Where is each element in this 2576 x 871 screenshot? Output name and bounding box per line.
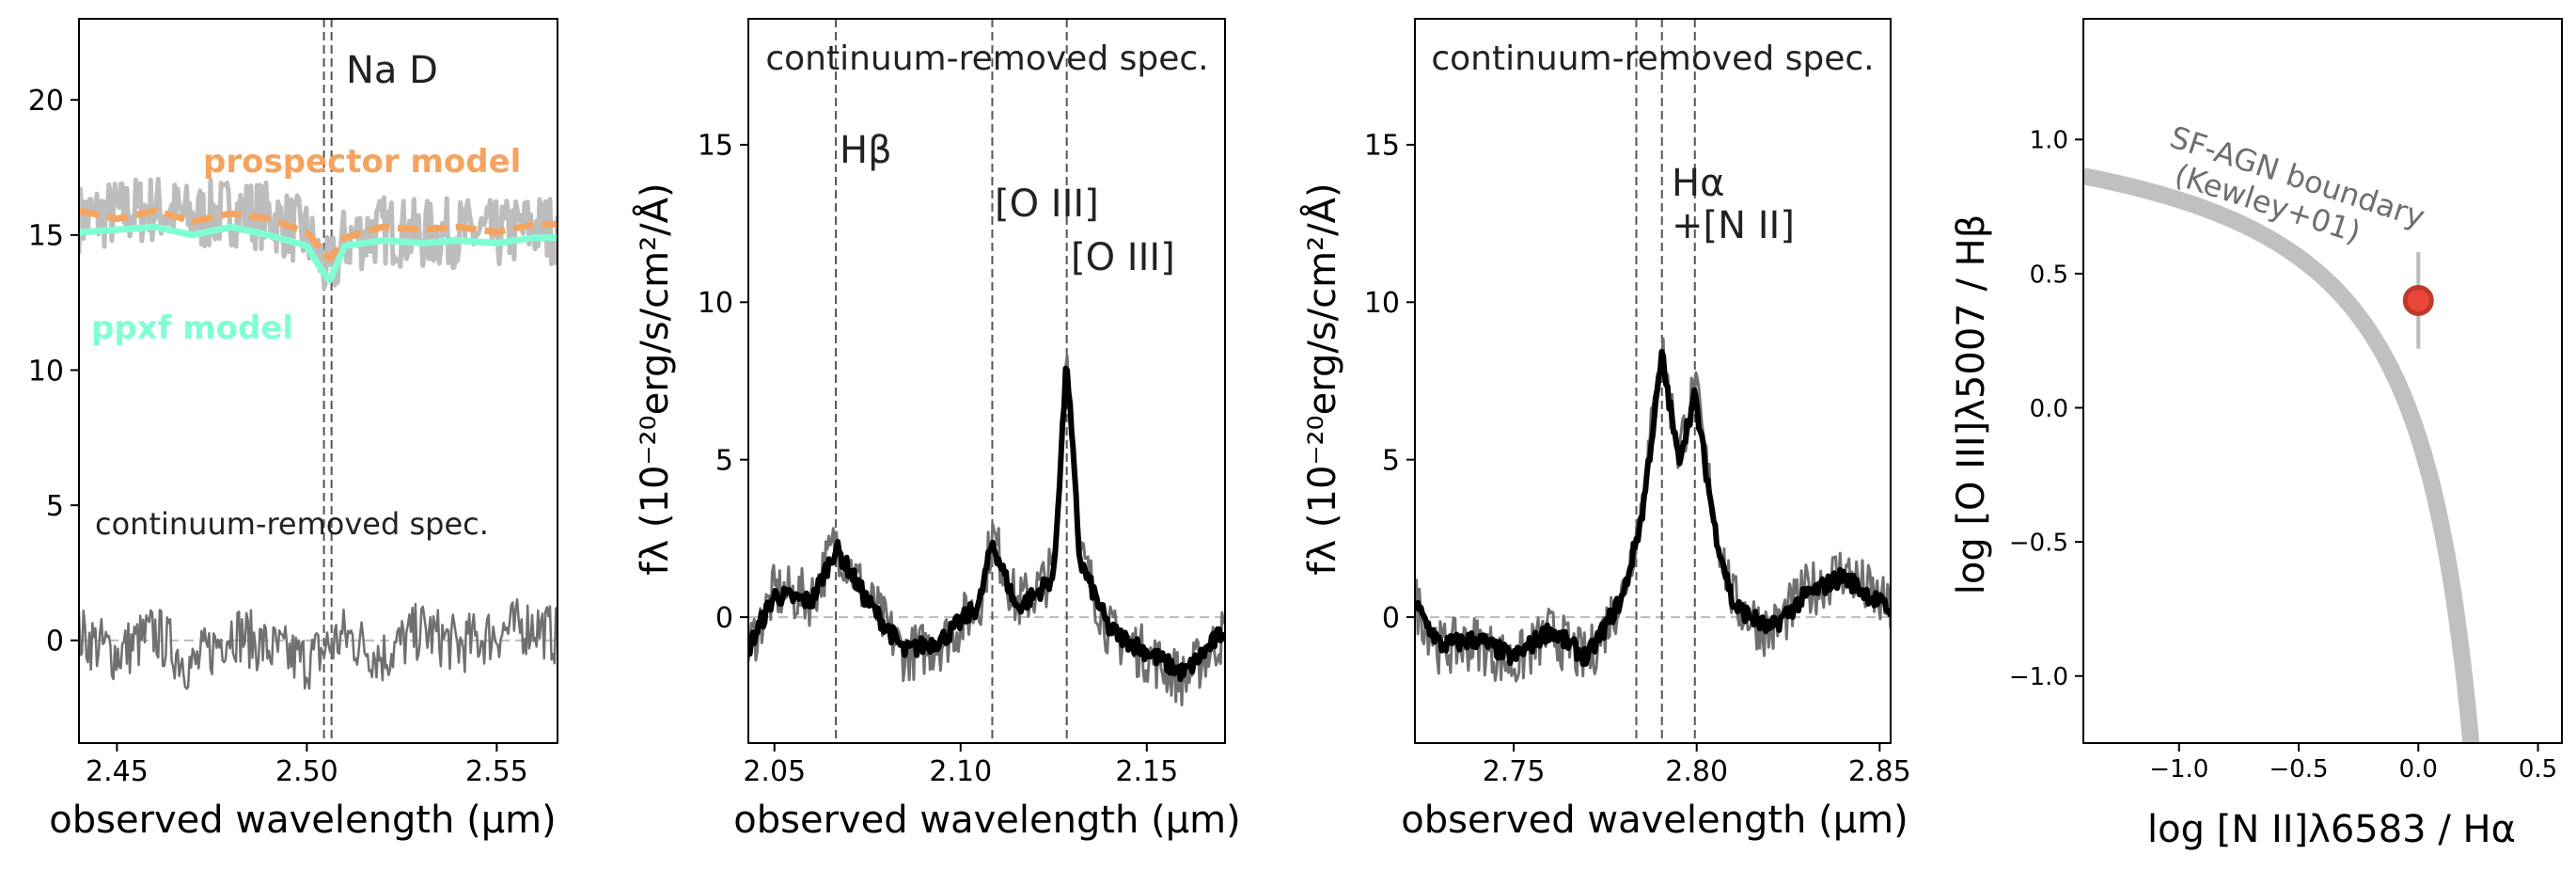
y-tick-label: 20	[28, 85, 64, 118]
y-tick-label: 0.0	[2030, 395, 2068, 423]
x-tick-label: 2.80	[1665, 755, 1728, 788]
y-tick-label: 15	[28, 220, 64, 253]
annotation-label: [O III]	[995, 182, 1099, 226]
sf-agn-boundary-curve	[2083, 167, 2480, 743]
x-tick-label: 2.75	[1483, 755, 1546, 788]
plot-area	[1415, 19, 1891, 743]
observed-spectrum-line	[79, 176, 558, 291]
annotation-label: Na D	[346, 49, 438, 92]
annotation-label: Hβ	[840, 129, 892, 172]
x-tick-label: 2.05	[743, 755, 806, 788]
x-tick-label: 0.0	[2399, 755, 2438, 784]
plot-area	[79, 19, 558, 743]
y-tick-label: −1.0	[2009, 663, 2068, 691]
axes-frame	[2082, 18, 2563, 744]
annotation-label: continuum-removed spec.	[1431, 40, 1874, 78]
axes-frame	[1414, 18, 1892, 744]
smoothed-line	[1415, 349, 1891, 668]
annotation-label: Hα	[1672, 162, 1724, 205]
panel-bpt: −1.0 −0.5 0.0 0.5−1.0−0.50.00.51.0 SF-AGN bo…	[2009, 18, 2563, 784]
smoothed-line	[748, 365, 1225, 683]
x-tick-label: −1.0	[2149, 755, 2208, 784]
x-tick-label: 2.55	[465, 755, 528, 788]
y-tick-label: 10	[698, 287, 733, 320]
y-tick-label: 15	[698, 130, 733, 163]
annotation-label: [O III]	[1071, 236, 1175, 279]
y-tick-label: 0	[46, 626, 64, 658]
panel-hbeta-oiii-xlabel: observed wavelength (μm)	[733, 799, 1241, 842]
panel-hbeta-oiii-ylabel: fλ (10⁻²⁰erg/s/cm²/Å)	[632, 182, 677, 575]
axes-frame	[78, 18, 558, 744]
y-tick-label: −0.5	[2009, 529, 2068, 557]
y-tick-label: 0.5	[2030, 261, 2068, 289]
y-tick-label: 5	[1382, 444, 1400, 477]
annotation-label: ppxf model	[91, 309, 293, 347]
annotation-label: continuum-removed spec.	[95, 506, 489, 542]
y-tick-label: 1.0	[2030, 127, 2068, 155]
data-point	[2402, 284, 2434, 316]
panel-nad: 2.45 2.50 2.55 0 5 10 15 20 Na D prospector model…	[28, 18, 558, 788]
ppxf-model-line	[79, 223, 558, 283]
x-tick-label: 2.10	[929, 755, 992, 788]
y-tick-label: 0	[1382, 602, 1400, 635]
panel-halpha-nii: 2.75 2.80 2.85 0 5 10 15 continuum-removed spec…	[1364, 18, 1911, 788]
continuum-removed-line	[79, 597, 558, 690]
x-tick-label: 2.50	[275, 755, 338, 788]
y-tick-label: 10	[28, 355, 64, 388]
y-tick-label: 5	[46, 490, 64, 523]
x-tick-label: 0.5	[2519, 755, 2557, 784]
x-tick-label: −0.5	[2269, 755, 2328, 784]
panel-hbeta-oiii: 2.05 2.10 2.15 0 5 10 15 continuum-removed spec…	[698, 18, 1226, 788]
observed-line	[748, 354, 1225, 706]
annotation-label: +[N II]	[1672, 204, 1795, 247]
panel-bpt-xlabel: log [N II]λ6583 / Hα	[2147, 808, 2516, 851]
panel-halpha-nii-ylabel: fλ (10⁻²⁰erg/s/cm²/Å)	[1299, 182, 1344, 575]
prospector-model-line	[79, 207, 558, 262]
annotation-label: continuum-removed spec.	[765, 40, 1208, 78]
x-tick-label: 2.85	[1848, 755, 1911, 788]
annotation-label: prospector model	[203, 143, 521, 181]
plot-area	[748, 19, 1225, 743]
axes-frame	[747, 18, 1226, 744]
x-tick-label: 2.15	[1115, 755, 1178, 788]
y-tick-label: 15	[1364, 130, 1400, 163]
plot-area	[2083, 167, 2480, 743]
panel-halpha-nii-xlabel: observed wavelength (μm)	[1401, 799, 1908, 842]
panel-nad-xlabel: observed wavelength (μm)	[49, 799, 557, 842]
y-tick-label: 5	[715, 444, 733, 477]
observed-line	[1415, 337, 1891, 683]
panel-bpt-ylabel: log [O III]λ5007 / Hβ	[1950, 214, 1993, 594]
x-tick-label: 2.45	[86, 755, 149, 788]
y-tick-label: 0	[715, 602, 733, 635]
y-tick-label: 10	[1364, 287, 1400, 320]
